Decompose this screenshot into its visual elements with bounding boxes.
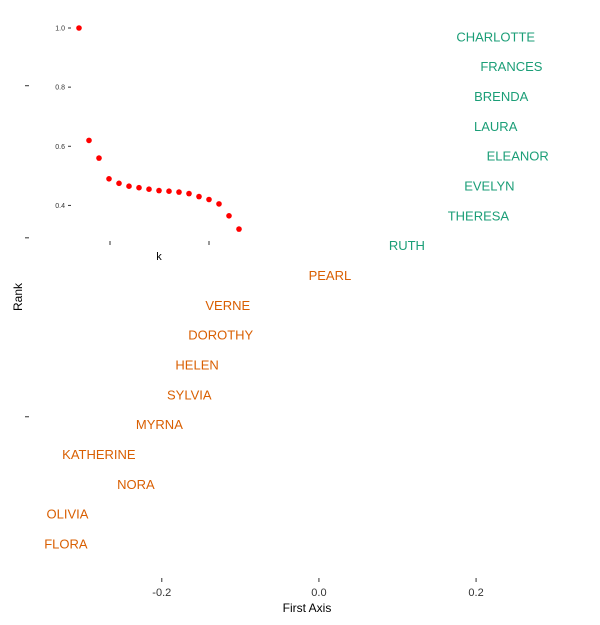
x-tick-label: 0.0 (311, 587, 326, 599)
inset-point (166, 188, 172, 194)
y-axis-title: Rank (11, 282, 25, 311)
inset-point (196, 193, 202, 200)
inset-points (76, 25, 242, 232)
inset-y-tick-label: 0.8 (55, 85, 65, 92)
point-label: HELEN (175, 358, 218, 373)
y-axis-ticks (25, 85, 29, 418)
inset-point (156, 187, 162, 194)
point-label: BRENDA (474, 89, 529, 104)
inset-y-tick-label: 0.6 (55, 144, 65, 151)
inset-point (136, 184, 142, 191)
point-label: THERESA (448, 208, 510, 223)
inset-y-axis: 1.0 0.8 0.6 0.4 (55, 26, 71, 210)
point-label: VERNE (205, 298, 250, 313)
inset-point (146, 186, 152, 192)
point-label: FLORA (44, 536, 88, 551)
inset-point (96, 155, 102, 161)
inset-point (86, 137, 92, 144)
inset-point (226, 213, 232, 219)
x-tick-label: -0.2 (152, 587, 171, 599)
point-label: RUTH (389, 238, 425, 253)
inset-x-axis-title: k (156, 251, 162, 263)
inset-y-tick-label: 0.4 (55, 203, 65, 210)
point-label: MYRNA (136, 417, 183, 432)
inset-point (236, 226, 242, 232)
point-label: DOROTHY (188, 328, 253, 343)
inset-point (176, 189, 182, 195)
x-axis: -0.2 0.0 0.2 (152, 578, 484, 599)
point-label: OLIVIA (47, 507, 89, 522)
x-tick-label: 0.2 (468, 587, 483, 599)
point-label: KATHERINE (62, 447, 136, 462)
point-label: CHARLOTTE (456, 29, 535, 44)
inset-y-tick-label: 1.0 (55, 26, 65, 33)
main-plot: -0.2 0.0 0.2 CHARLOTTE FRANCES BRENDA LAURA EL… (11, 29, 549, 615)
name-labels: CHARLOTTE FRANCES BRENDA LAURA ELEANOR EVELYN… (44, 29, 549, 551)
inset-x-axis (109, 241, 210, 245)
point-label: LAURA (474, 119, 518, 134)
inset-point (106, 176, 112, 182)
inset-point (76, 25, 82, 31)
point-label: ELEANOR (487, 149, 549, 164)
point-label: PEARL (309, 268, 352, 283)
inset-point (216, 201, 222, 207)
x-axis-title: First Axis (283, 601, 332, 615)
inset-point (126, 183, 132, 189)
point-label: NORA (117, 477, 155, 492)
inset-plot: 1.0 0.8 0.6 0.4 k (55, 25, 242, 263)
inset-point (206, 196, 212, 203)
point-label: FRANCES (480, 59, 542, 74)
point-label: EVELYN (464, 179, 514, 194)
inset-point (116, 180, 122, 187)
point-label: SYLVIA (167, 387, 212, 402)
inset-point (186, 190, 192, 197)
